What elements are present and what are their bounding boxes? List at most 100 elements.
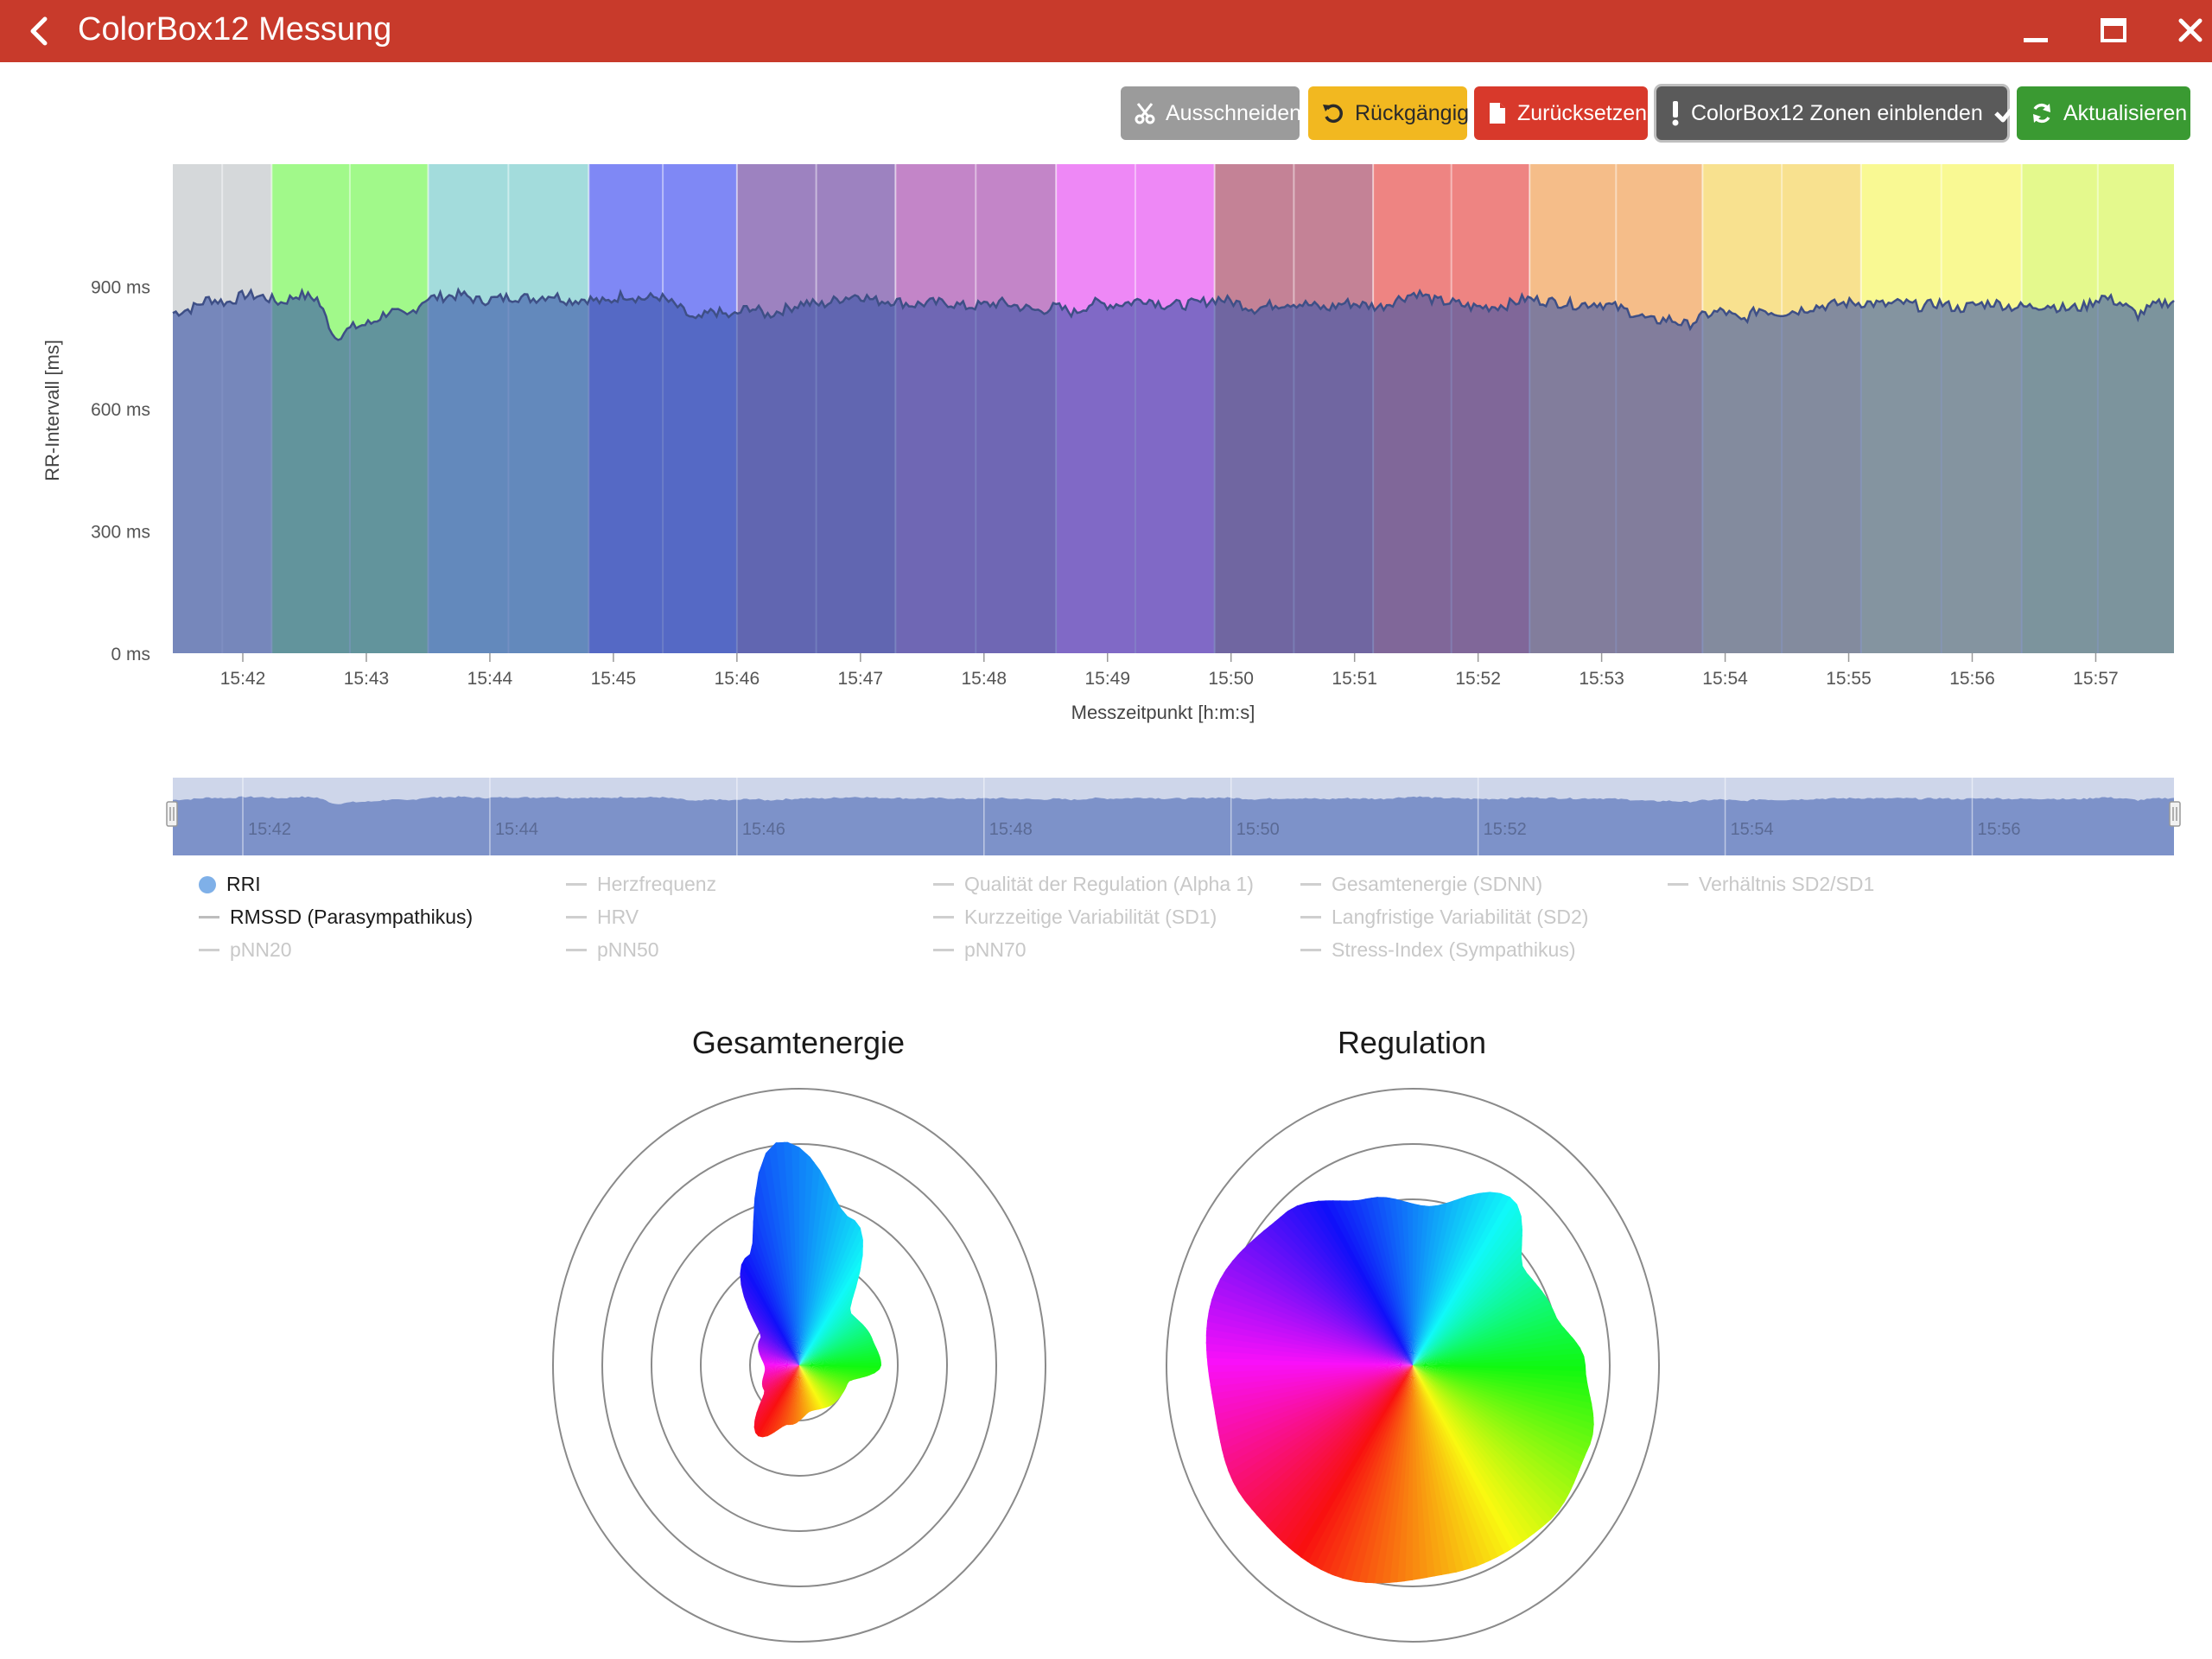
radar-ring bbox=[552, 1088, 1046, 1643]
legend-label: pNN70 bbox=[964, 938, 1027, 961]
wheel-sector bbox=[1355, 1192, 1413, 1365]
wheel-sector bbox=[1413, 1252, 1594, 1365]
wheel-sector bbox=[799, 1365, 881, 1438]
legend-item[interactable]: RMSSD (Parasympathikus) bbox=[199, 906, 473, 929]
legend-item[interactable]: Qualität der Regulation (Alpha 1) bbox=[933, 873, 1254, 896]
wheel-sector bbox=[1413, 1235, 1594, 1365]
wheel-sector bbox=[799, 1160, 881, 1365]
y-axis-ticks: 0 ms 300 ms 600 ms 900 ms bbox=[91, 278, 150, 665]
radar-ring bbox=[1166, 1088, 1660, 1643]
wheel-sector bbox=[799, 1365, 881, 1438]
navigator-ticks: 15:42 15:44 15:46 15:48 15:50 15:52 15:54 15:56 bbox=[242, 778, 2021, 855]
legend-label: Verhältnis SD2/SD1 bbox=[1699, 873, 1875, 895]
refresh-button[interactable]: Aktualisieren bbox=[2017, 86, 2190, 140]
wheel-sector bbox=[1205, 1365, 1413, 1558]
wheel-sector bbox=[1364, 1192, 1413, 1365]
navigator-tick-label: 15:54 bbox=[1731, 820, 1774, 839]
chart-legend: RRI RMSSD (Parasympathikus) pNN20 Herzfrequ… bbox=[199, 873, 2013, 976]
legend-line-icon bbox=[1300, 949, 1321, 951]
rri-series-area bbox=[173, 289, 2174, 653]
wheel-sector bbox=[799, 1141, 881, 1365]
wheel-sector bbox=[1205, 1365, 1413, 1512]
legend-item[interactable]: pNN20 bbox=[199, 938, 292, 962]
minimize-button[interactable] bbox=[2017, 12, 2055, 50]
legend-label: Qualität der Regulation (Alpha 1) bbox=[964, 873, 1254, 895]
wheel-sector bbox=[1413, 1336, 1594, 1365]
y-tick-label: 600 ms bbox=[91, 400, 150, 420]
window-title: ColorBox12 Messung bbox=[78, 11, 392, 48]
wheel-sector bbox=[1413, 1243, 1594, 1365]
cut-button-label: Ausschneiden bbox=[1166, 100, 1302, 125]
x-tick-label: 15:52 bbox=[1455, 669, 1501, 689]
legend-item[interactable]: Herzfrequenz bbox=[566, 873, 716, 896]
rri-series-line bbox=[172, 287, 2175, 341]
wheel-sector bbox=[799, 1365, 881, 1438]
wheel-sector bbox=[1413, 1365, 1461, 1584]
wheel-sector bbox=[1212, 1365, 1413, 1565]
zones-toggle-button[interactable]: ColorBox12 Zonen einblenden bbox=[1656, 86, 2017, 140]
y-tick-label: 0 ms bbox=[111, 645, 150, 664]
wheel-sector bbox=[1383, 1192, 1413, 1365]
legend-label: RMSSD (Parasympathikus) bbox=[230, 906, 474, 928]
x-tick-label: 15:45 bbox=[591, 669, 637, 689]
undo-button[interactable]: Rückgängig bbox=[1308, 86, 1469, 140]
wheel-sector bbox=[1413, 1270, 1594, 1365]
wheel-sector bbox=[1241, 1365, 1413, 1584]
legend-item[interactable]: pNN70 bbox=[933, 938, 1027, 962]
wheel-sector bbox=[1413, 1365, 1433, 1584]
refresh-icon bbox=[2033, 103, 2050, 124]
wheel-sector bbox=[740, 1141, 799, 1365]
legend-line-icon bbox=[1300, 883, 1321, 886]
close-button[interactable] bbox=[2172, 12, 2210, 50]
chevron-left-icon bbox=[30, 16, 48, 46]
time-navigator[interactable]: 15:42 15:44 15:46 15:48 15:50 15:52 15:54 15:56 bbox=[0, 769, 2212, 855]
wheel-sector bbox=[799, 1187, 881, 1365]
wheel-sector bbox=[799, 1365, 881, 1438]
wheel-sector bbox=[740, 1365, 799, 1438]
navigator-right-handle[interactable] bbox=[2169, 801, 2181, 827]
wheel-sector bbox=[740, 1365, 799, 1438]
wheel-sector bbox=[1413, 1345, 1594, 1365]
reset-button[interactable]: Zurücksetzen bbox=[1474, 86, 1648, 140]
legend-item[interactable]: Gesamtenergie (SDNN) bbox=[1300, 873, 1542, 896]
legend-item[interactable]: Stress-Index (Sympathikus) bbox=[1300, 938, 1575, 962]
legend-item[interactable]: Verhältnis SD2/SD1 bbox=[1668, 873, 1874, 896]
back-button[interactable] bbox=[21, 12, 59, 50]
maximize-button[interactable] bbox=[2094, 12, 2133, 50]
wheel-sector bbox=[799, 1365, 881, 1438]
navigator-left-handle[interactable] bbox=[166, 801, 178, 827]
wheel-sector bbox=[740, 1365, 799, 1438]
wheel-sector bbox=[799, 1365, 881, 1438]
wheel-sector bbox=[779, 1141, 799, 1365]
x-tick-label: 15:46 bbox=[715, 669, 760, 689]
wheel-sector bbox=[1300, 1192, 1413, 1365]
legend-item[interactable]: RRI bbox=[199, 873, 261, 896]
wheel-sector bbox=[799, 1202, 881, 1365]
wheel-sector bbox=[1393, 1192, 1413, 1365]
legend-label: Langfristige Variabilität (SD2) bbox=[1332, 906, 1589, 928]
x-tick-label: 15:57 bbox=[2073, 669, 2119, 689]
legend-item[interactable]: Langfristige Variabilität (SD2) bbox=[1300, 906, 1588, 929]
legend-item[interactable]: pNN50 bbox=[566, 938, 659, 962]
wheel-sector bbox=[1258, 1192, 1413, 1365]
y-tick-label: 900 ms bbox=[91, 278, 150, 298]
legend-label: Kurzzeitige Variabilität (SD1) bbox=[964, 906, 1217, 928]
legend-line-icon bbox=[199, 916, 219, 918]
wheel-sector bbox=[799, 1298, 881, 1365]
wheel-sector bbox=[740, 1152, 799, 1365]
exclamation-icon bbox=[1672, 101, 1679, 126]
legend-item[interactable]: HRV bbox=[566, 906, 639, 929]
wheel-sector bbox=[740, 1158, 799, 1365]
wheel-sector bbox=[1205, 1365, 1413, 1536]
cut-button[interactable]: Ausschneiden bbox=[1121, 86, 1302, 140]
x-tick-label: 15:50 bbox=[1208, 669, 1254, 689]
wheel-sector bbox=[740, 1365, 799, 1438]
legend-label: HRV bbox=[597, 906, 639, 928]
wheel-sector bbox=[799, 1365, 881, 1438]
wheel-sector bbox=[740, 1365, 799, 1438]
wheel-sector bbox=[1413, 1326, 1594, 1365]
wheel-sector bbox=[740, 1141, 799, 1365]
wheel-sector bbox=[799, 1365, 881, 1438]
legend-item[interactable]: Kurzzeitige Variabilität (SD1) bbox=[933, 906, 1217, 929]
